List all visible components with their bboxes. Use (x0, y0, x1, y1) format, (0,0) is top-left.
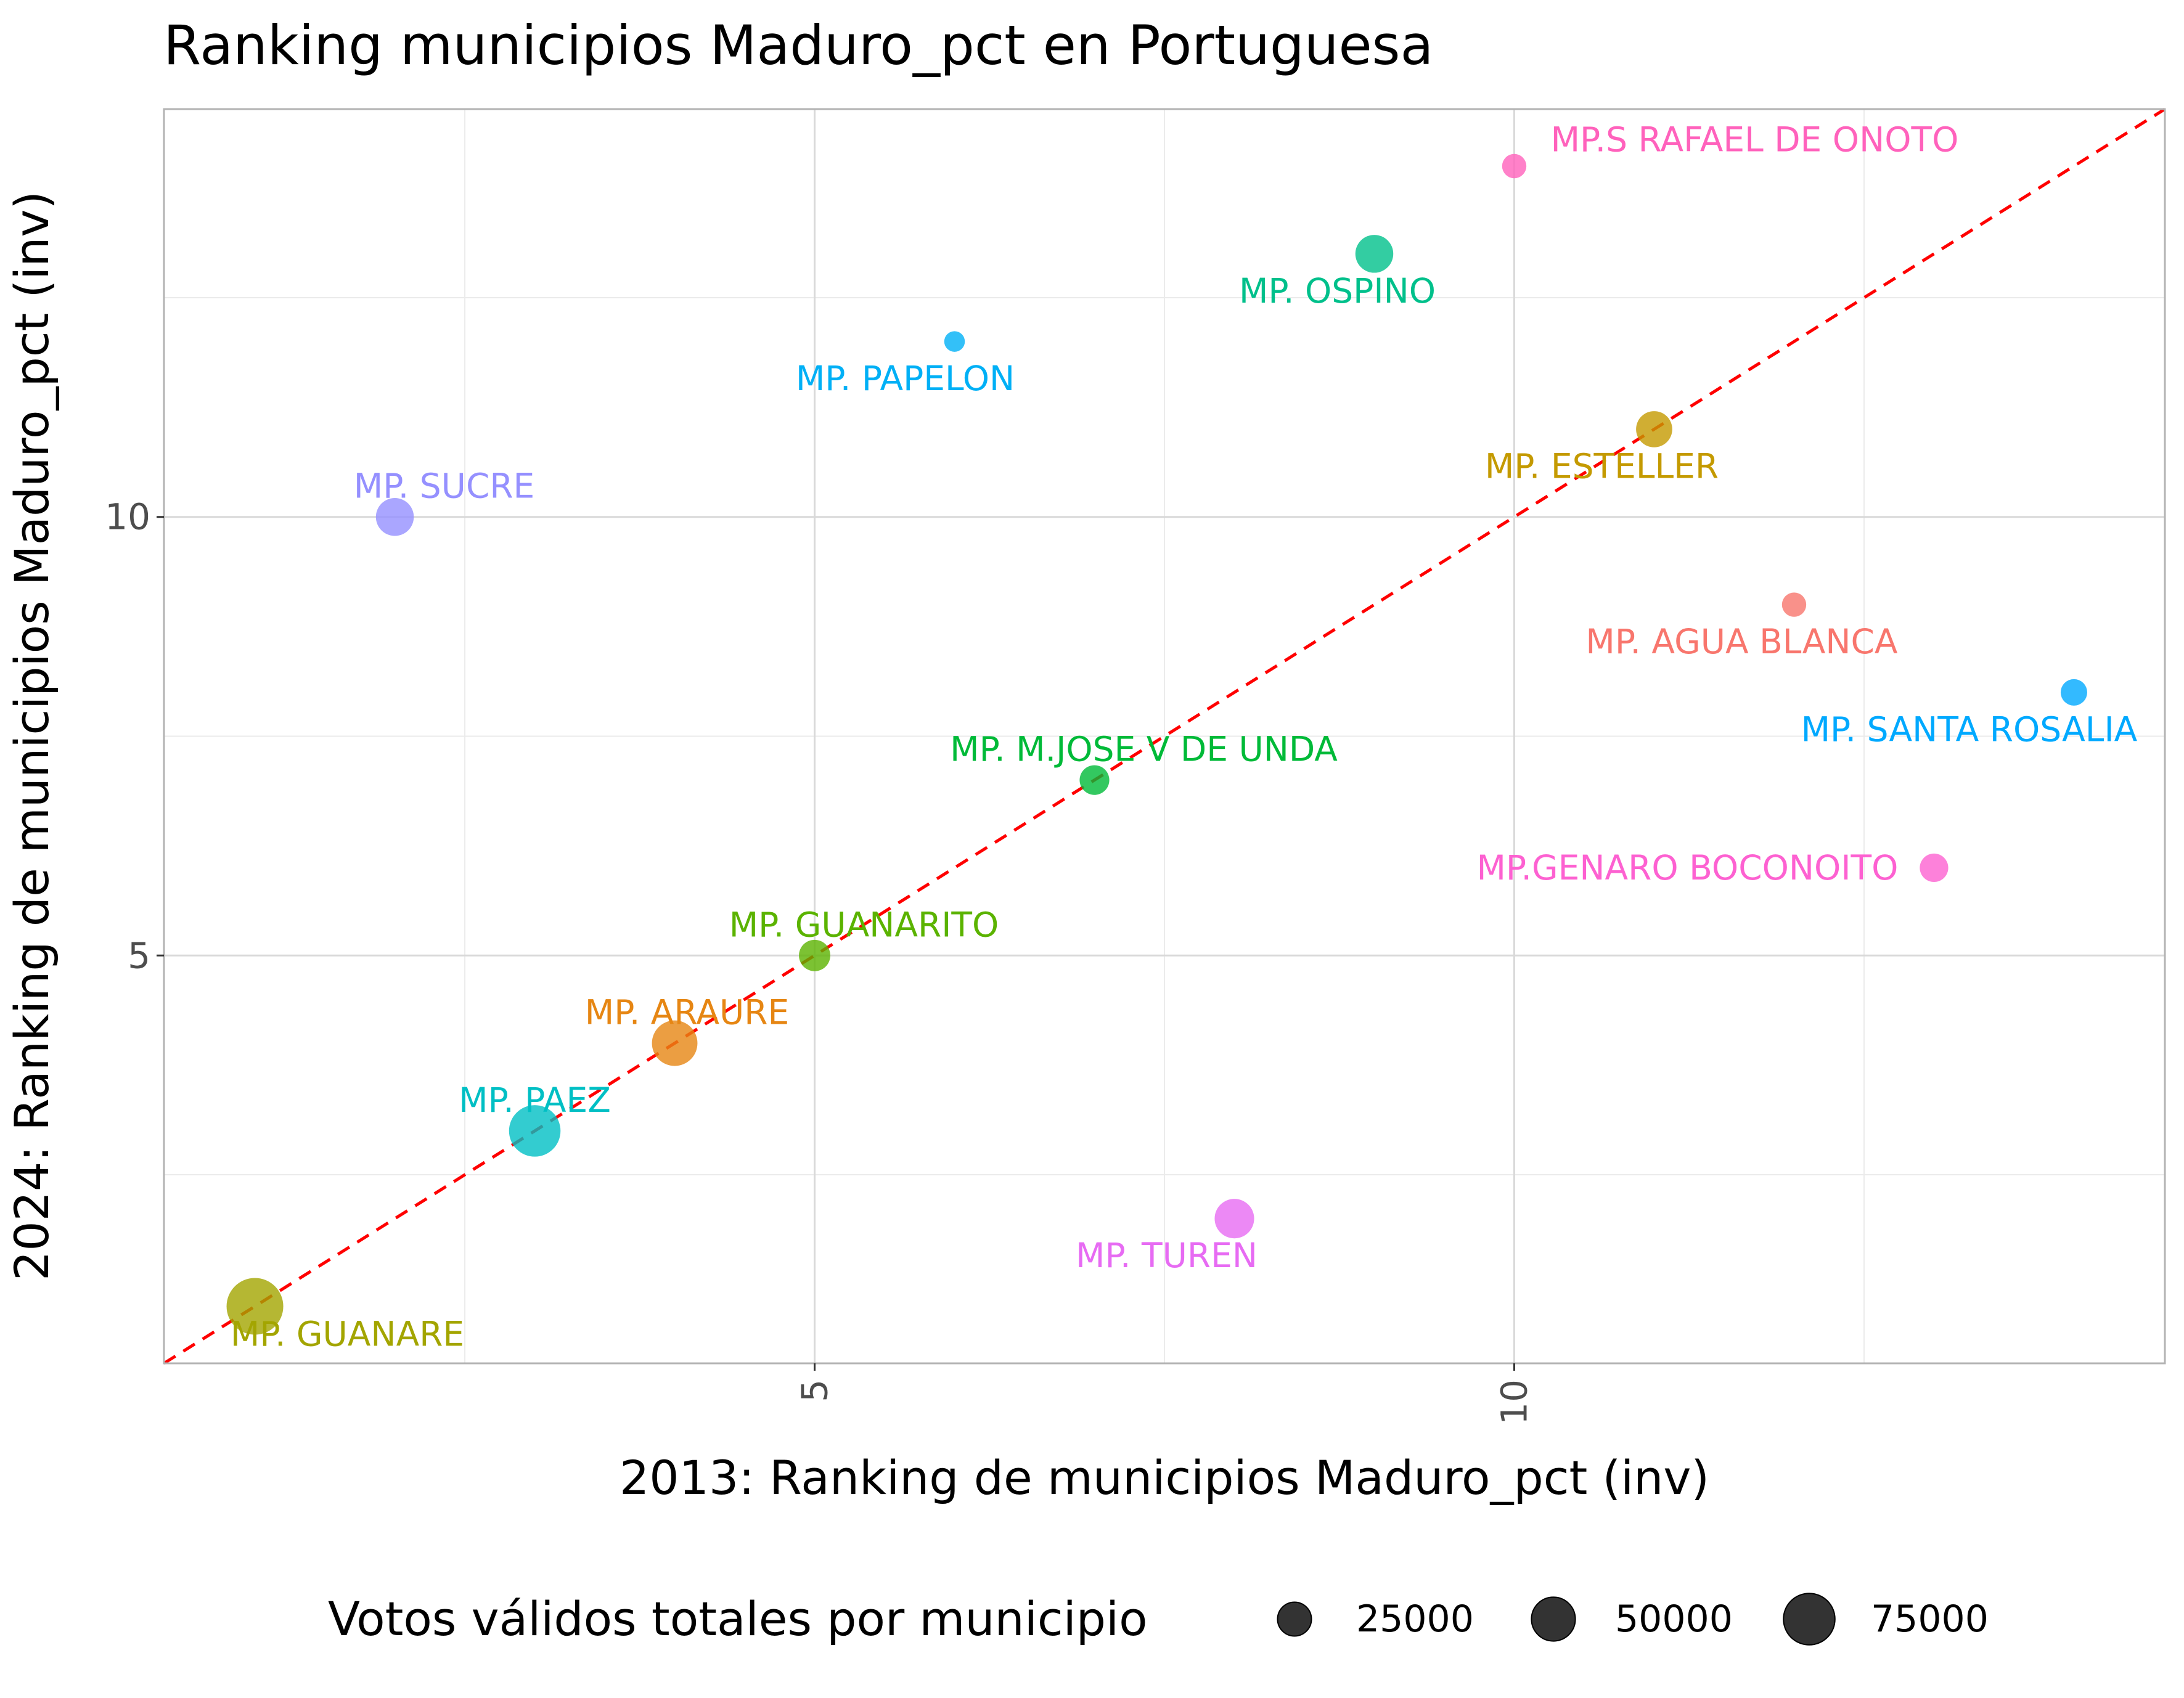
point-mp-m-jose-v-de-unda (1079, 765, 1110, 795)
chart-title: Ranking municipios Maduro_pct en Portugu… (163, 14, 1433, 77)
point-label: MP. PAEZ (459, 1080, 611, 1120)
x-axis-ticks: 5 10 (794, 1363, 1535, 1425)
x-tick-label: 10 (1493, 1379, 1535, 1425)
plot-border (163, 108, 2166, 1365)
size-legend-circle (1531, 1596, 1576, 1642)
grid-minor (164, 109, 2165, 1363)
point-mp-santa-rosalia (2060, 679, 2087, 706)
size-legend: Votos válidos totales por municipio 2500… (328, 1591, 1989, 1646)
size-legend-circle (1277, 1601, 1312, 1637)
point-mp-s-rafael-de-onoto (1502, 153, 1527, 179)
point-label: MP. ARAURE (585, 993, 789, 1032)
point-mp-guanare (226, 1278, 284, 1335)
size-legend-keys: 25000 50000 75000 (1277, 1593, 1989, 1646)
data-points (226, 153, 2087, 1335)
reference-diagonal-line (163, 107, 2166, 1365)
y-axis-ticks: 5 10 (105, 496, 164, 976)
point-label: MP. ESTELLER (1485, 446, 1719, 486)
point-mp-turen (1214, 1199, 1254, 1239)
point-mp-araure (652, 1020, 698, 1066)
size-legend-label: 75000 (1871, 1598, 1989, 1641)
size-legend-circle (1783, 1593, 1836, 1646)
point-mp-paez (509, 1105, 561, 1157)
y-axis-label: 2024: Ranking de municipios Maduro_pct (… (4, 191, 59, 1281)
x-axis-label: 2013: Ranking de municipios Maduro_pct (… (620, 1450, 1709, 1505)
point-label: MP.GENARO BOCONOITO (1476, 848, 1898, 888)
point-label: MP.S RAFAEL DE ONOTO (1551, 120, 1959, 160)
point-label: MP. GUANARE (231, 1315, 464, 1354)
point-mp-esteller (1636, 411, 1672, 447)
point-mp-genaro-boconoito (1920, 853, 1949, 883)
plot-area: MP. GUANARE MP. PAEZ MP. ARAURE MP. GUANARI… (163, 107, 2166, 1365)
size-legend-title: Votos válidos totales por municipio (328, 1591, 1148, 1646)
y-tick-label: 5 (128, 934, 150, 976)
size-legend-label: 25000 (1356, 1598, 1474, 1641)
point-labels: MP. GUANARE MP. PAEZ MP. ARAURE MP. GUANARI… (231, 120, 2138, 1354)
point-label: MP. PAPELON (796, 359, 1015, 398)
point-mp-sucre (375, 497, 414, 536)
point-mp-guanarito (799, 939, 830, 971)
point-label: MP. AGUA BLANCA (1585, 622, 1897, 661)
point-label: MP. OSPINO (1239, 271, 1436, 311)
point-label: MP. SANTA ROSALIA (1801, 709, 2138, 749)
point-label: MP. GUANARITO (729, 905, 999, 944)
grid-major (164, 109, 2165, 1363)
point-mp-agua-blanca (1781, 592, 1807, 617)
point-mp-ospino (1355, 235, 1394, 273)
point-label: MP. M.JOSE V DE UNDA (950, 730, 1338, 769)
point-label: MP. SUCRE (354, 467, 535, 506)
y-tick-label: 10 (105, 496, 150, 538)
size-legend-label: 50000 (1615, 1598, 1733, 1641)
point-mp-papelon (944, 331, 965, 352)
point-label: MP. TUREN (1076, 1236, 1258, 1275)
x-tick-label: 5 (794, 1379, 836, 1402)
